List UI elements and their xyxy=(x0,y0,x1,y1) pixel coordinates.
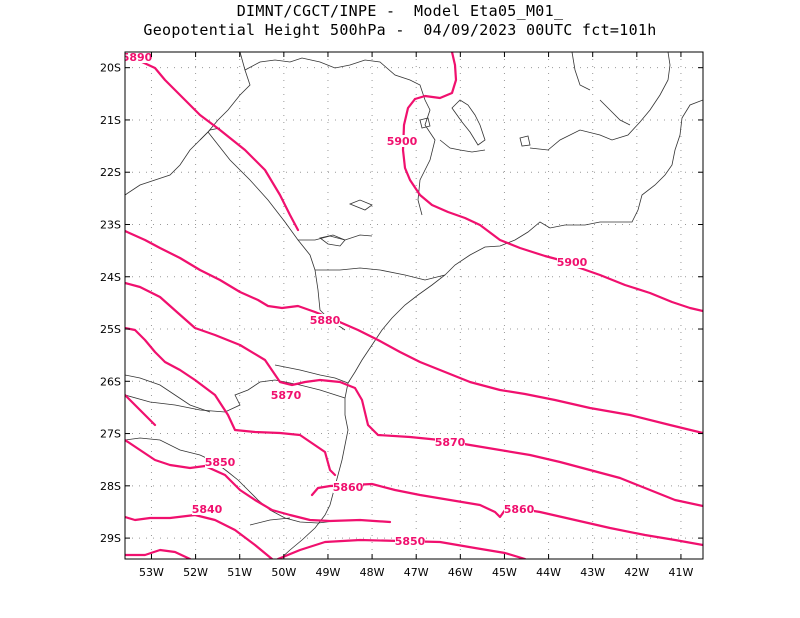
lat-tick-label: 23S xyxy=(100,218,121,231)
lat-tick-label: 21S xyxy=(100,114,121,127)
contour-5900 xyxy=(401,97,703,313)
state-border xyxy=(298,234,373,241)
lon-tick-label: 45W xyxy=(492,566,517,579)
contour-label-bg xyxy=(395,535,425,547)
state-border xyxy=(199,69,251,141)
contour-label-bg xyxy=(205,456,235,468)
coastline-and-borders xyxy=(125,52,703,559)
state-border xyxy=(239,52,436,216)
lon-tick-label: 46W xyxy=(448,566,473,579)
contour-label: 5860 xyxy=(504,503,535,516)
lake xyxy=(319,234,346,247)
contour-5890-south xyxy=(125,229,703,435)
geopotential-contours xyxy=(125,52,703,559)
lat-tick-label: 25S xyxy=(100,323,121,336)
contour-label-bg xyxy=(435,436,465,448)
state-border xyxy=(125,379,346,413)
lake xyxy=(519,135,531,147)
contour-label: 5880 xyxy=(310,314,341,327)
contour-5860 xyxy=(125,438,392,524)
contour-label-bg xyxy=(504,503,534,515)
state-border xyxy=(599,99,631,126)
contour-labels: 5890 5900 5900 5880 5870 5870 5860 5860 5850 5850… xyxy=(122,51,588,548)
state-border xyxy=(125,374,211,413)
contour-5900-north xyxy=(413,52,458,101)
contour-label: 5870 xyxy=(435,436,466,449)
state-border xyxy=(274,364,349,384)
contour-label: 5870 xyxy=(271,389,302,402)
contour-label: 5840 xyxy=(192,503,223,516)
lat-tick-label: 20S xyxy=(100,62,121,75)
lat-tick-label: 28S xyxy=(100,480,121,493)
contour-label: 5850 xyxy=(395,535,426,548)
lon-tick-label: 42W xyxy=(624,566,649,579)
state-border xyxy=(207,131,346,331)
state-border xyxy=(249,517,291,526)
title-line-1: DIMNT/CGCT/INPE - Model Eta05_M01_ xyxy=(236,2,564,20)
state-border xyxy=(125,127,221,196)
coastline xyxy=(279,99,703,559)
contour-label-bg xyxy=(557,256,587,268)
contour-label-bg xyxy=(387,135,417,147)
lon-tick-label: 47W xyxy=(404,566,429,579)
contour-5890 xyxy=(140,60,300,232)
lat-tick-label: 29S xyxy=(100,532,121,545)
contour-label: 5850 xyxy=(205,456,236,469)
contour-label-bg xyxy=(310,314,340,326)
lat-tick-label: 27S xyxy=(100,428,121,441)
contour-5850 xyxy=(125,513,274,559)
lake xyxy=(348,199,373,211)
contour-label-bg xyxy=(333,481,363,493)
lon-tick-label: 48W xyxy=(360,566,385,579)
state-border xyxy=(315,267,446,281)
plot-frame xyxy=(124,51,704,560)
contour-5850b xyxy=(125,548,192,559)
map-title: DIMNT/CGCT/INPE - Model Eta05_M01_ Geopo… xyxy=(0,2,800,40)
contour-label: 5900 xyxy=(557,256,588,269)
lat-tick-label: 24S xyxy=(100,271,121,284)
lat-tick-label: 26S xyxy=(100,375,121,388)
lon-tick-label: 44W xyxy=(536,566,561,579)
contour-5870-east xyxy=(125,393,157,427)
lon-tick-label: 43W xyxy=(580,566,605,579)
contour-label: 5860 xyxy=(333,481,364,494)
contour-5880 xyxy=(125,281,703,508)
lon-tick-label: 51W xyxy=(227,566,252,579)
contour-label: 5890 xyxy=(122,51,153,64)
contour-label-bg xyxy=(192,503,222,515)
lake xyxy=(451,99,486,146)
contour-5870 xyxy=(125,326,337,477)
lon-tick-label: 50W xyxy=(271,566,296,579)
lat-tick-label: 22S xyxy=(100,166,121,179)
title-line-2: Geopotential Height 500hPa - 04/09/2023 … xyxy=(143,21,657,39)
lon-tick-label: 49W xyxy=(316,566,341,579)
lake xyxy=(419,117,431,129)
state-border xyxy=(529,52,671,151)
state-border xyxy=(439,139,486,153)
axis-ticks: 20S 21S 22S 23S 24S 25S 26S 27S 28S 29S 53W 52W 51W 5… xyxy=(100,52,703,579)
lon-tick-label: 52W xyxy=(183,566,208,579)
state-border xyxy=(571,52,591,91)
contour-label-bg xyxy=(271,389,301,401)
state-border xyxy=(125,437,336,524)
contour-label-bg xyxy=(125,52,152,63)
lon-tick-label: 41W xyxy=(669,566,694,579)
lon-tick-label: 53W xyxy=(139,566,164,579)
contour-label: 5900 xyxy=(387,135,418,148)
